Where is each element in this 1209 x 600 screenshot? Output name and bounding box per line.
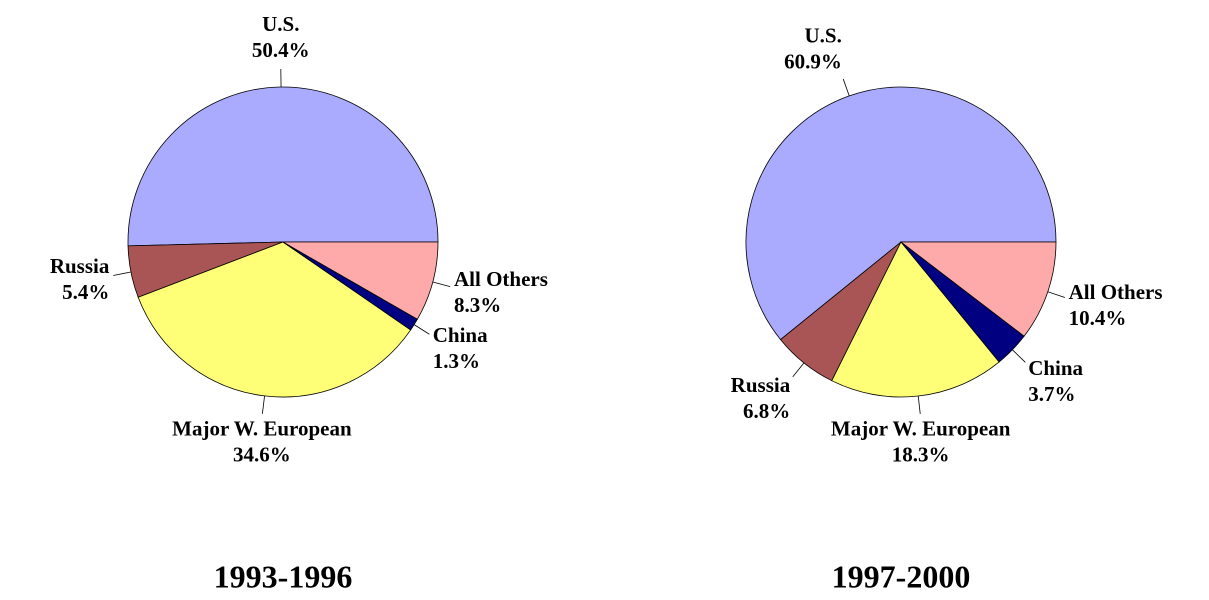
- slice-label: U.S.: [262, 12, 299, 36]
- slice-label: All Others: [454, 267, 548, 291]
- chart-title: 1993-1996: [214, 558, 353, 594]
- slice-value-label: 1.3%: [433, 349, 480, 373]
- slice-label: U.S.: [805, 23, 842, 47]
- leader-line: [413, 324, 430, 335]
- slice-value-label: 3.7%: [1028, 382, 1075, 406]
- chart-title: 1997-2000: [832, 558, 971, 594]
- pie-slice: [137, 241, 412, 398]
- leader-line: [917, 395, 921, 414]
- slice-label: Russia: [50, 254, 110, 278]
- leader-line: [1012, 349, 1026, 363]
- leader-line: [432, 281, 451, 287]
- pie-slice: [127, 86, 439, 247]
- slice-value-label: 50.4%: [252, 38, 310, 62]
- slice-value-label: 8.3%: [454, 293, 501, 317]
- slice-label: All Others: [1069, 280, 1163, 304]
- slice-value-label: 60.9%: [784, 49, 842, 73]
- leader-line: [792, 362, 805, 378]
- pie-slice: [745, 86, 1057, 341]
- slice-label: China: [1028, 356, 1083, 380]
- slice-value-label: 34.6%: [233, 442, 291, 466]
- leader-line: [842, 78, 850, 97]
- leader-line: [261, 395, 265, 414]
- slice-value-label: 6.8%: [743, 399, 790, 423]
- slice-value-label: 5.4%: [62, 280, 109, 304]
- slice-value-label: 18.3%: [892, 443, 950, 467]
- slice-label: Major W. European: [831, 417, 1011, 441]
- slice-label: China: [433, 323, 488, 347]
- slice-label: Russia: [731, 373, 791, 397]
- slice-label: Major W. European: [172, 416, 352, 440]
- pie-slice: [831, 241, 1000, 398]
- leader-line: [113, 271, 132, 276]
- leader-line: [1047, 291, 1065, 298]
- slice-value-label: 10.4%: [1069, 306, 1127, 330]
